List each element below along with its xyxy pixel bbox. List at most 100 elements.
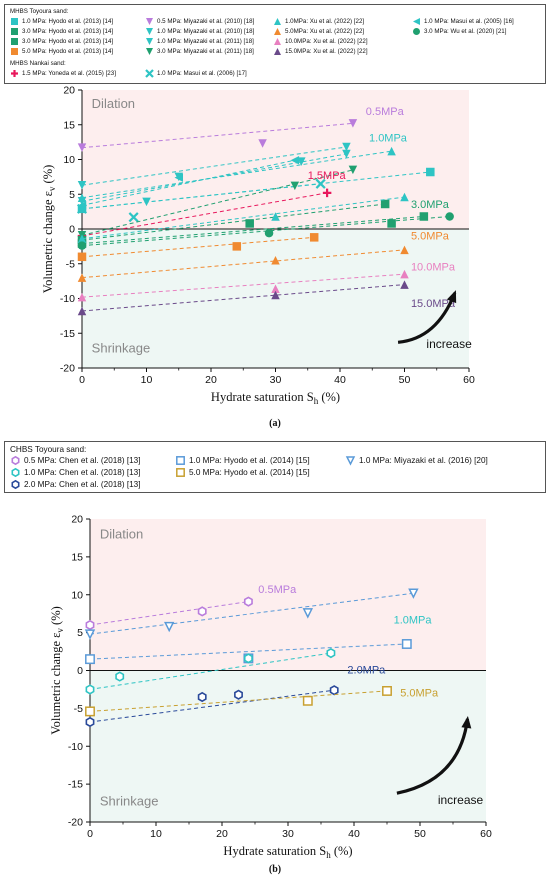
data-point — [400, 192, 409, 202]
pressure-annotation: 3.0MPa — [411, 199, 450, 211]
trend-line — [81, 196, 405, 240]
legend-a-entry: 1.0 MPa: Masui et al. (2006) [17] — [145, 69, 247, 78]
data-point — [380, 199, 390, 209]
data-point — [387, 219, 396, 228]
trend-line — [89, 592, 414, 635]
pressure-annotation: 5.0MPa — [400, 687, 439, 699]
legend-b-entry-label: 0.5 MPa: Chen et al. (2018) [13] — [24, 456, 141, 465]
increase-label: increase — [438, 793, 484, 807]
data-point — [243, 596, 253, 607]
pressure-annotation: 2.0MPa — [347, 665, 386, 677]
caption-a: (a) — [269, 418, 281, 429]
data-point — [85, 684, 95, 695]
series-8 — [77, 165, 358, 240]
data-point — [348, 165, 358, 175]
data-point — [128, 212, 139, 223]
x-tick-label: 40 — [348, 828, 360, 840]
chart-a: 0 10 20 30 40 50 60 -20 -15 -10 -5 0 5 10 15 20 Hydrate … — [41, 85, 475, 407]
data-point — [329, 685, 339, 696]
tri-down-legend-icon — [146, 48, 153, 55]
legend-a-entry: 10.0MPa: Xu et al. (2022) [22] — [273, 37, 368, 46]
legend-a-entry: 1.0MPa: Xu et al. (2022) [22] — [273, 17, 364, 26]
chart-b: 0 10 20 30 40 50 60 -20 -15 -10 -5 0 5 10 15 20 Hydrate … — [49, 514, 492, 861]
y-axis-title: Volumetric change εv (%) — [41, 165, 57, 294]
data-point — [315, 178, 326, 189]
y-tick-label: 5 — [77, 627, 83, 639]
data-point — [264, 228, 274, 238]
data-point — [426, 167, 435, 177]
square-legend-icon — [11, 18, 18, 25]
series-5 — [85, 686, 392, 717]
data-point — [77, 234, 87, 243]
square-legend-icon — [11, 38, 18, 45]
legend-b-entry-label: 1.0 MPa: Chen et al. (2018) [13] — [24, 468, 141, 477]
legend-a-entry-label: 1.5 MPa: Yoneda et al. (2015) [23] — [22, 70, 116, 77]
x-tick-label: 40 — [334, 374, 346, 386]
data-point — [419, 212, 429, 221]
data-point — [77, 273, 87, 282]
increase-label: increase — [426, 337, 472, 351]
legend-b-entry: 1.0 MPa: Miyazaki et al. (2016) [20] — [345, 455, 488, 466]
series-0 — [77, 119, 358, 152]
shrinkage-label: Shrinkage — [100, 793, 159, 808]
legend-a-entry: 1.0 MPa: Miyazaki et al. (2010) [18] — [145, 27, 254, 36]
data-point — [234, 689, 243, 700]
legend-a-entry-label: 3.0 MPa: Miyazaki et al. (2011) [18] — [157, 48, 254, 55]
legend-a-entry: 3.0 MPa: Hyodo et al. (2013) [14] — [10, 27, 113, 36]
trend-line — [81, 122, 353, 149]
data-point — [302, 695, 313, 706]
data-point — [408, 588, 419, 599]
legend-a-entry-label: 1.0 MPa: Hyodo et al. (2013) [14] — [22, 18, 114, 25]
legend-b-entry-label: 2.0 MPa: Chen et al. (2018) [13] — [24, 480, 141, 489]
trend-line — [89, 643, 407, 660]
legend-b-entry-label: 1.0 MPa: Hyodo et al. (2014) [15] — [189, 456, 310, 465]
tri-up-legend-icon — [274, 38, 281, 45]
legend-a-entry-label: 3.0 MPa: Hyodo et al. (2013) [14] — [22, 38, 114, 45]
pressure-annotation: 1.0MPa — [369, 132, 408, 144]
series-4 — [85, 685, 339, 728]
trend-line — [81, 284, 405, 312]
legend-a-entry-label: 15.0MPa: Xu et al. (2022) [22] — [285, 48, 368, 55]
legend-a-entry: 3.0 MPa: Miyazaki et al. (2011) [18] — [145, 47, 254, 56]
x-tick-label: 30 — [270, 374, 282, 386]
legend-a: MHBS Toyoura sand: 1.0 MPa: Hyodo et al.… — [4, 4, 546, 84]
pressure-annotation: 0.5MPa — [366, 106, 405, 118]
y-tick-label: -20 — [68, 817, 83, 829]
data-point — [387, 146, 396, 156]
y-tick-label: 5 — [69, 189, 75, 201]
trend-line — [89, 689, 335, 723]
square-open-legend-icon — [176, 456, 185, 465]
hexagon-legend-icon — [11, 479, 20, 490]
y-tick-label: 10 — [71, 589, 83, 601]
legend-a-group2-title: MHBS Nankai sand: — [10, 60, 66, 67]
legend-b-entry: 1.0 MPa: Chen et al. (2018) [13] — [10, 467, 141, 478]
caption-b: (b) — [268, 864, 282, 875]
legend-a-entry: 5.0MPa: Xu et al. (2022) [22] — [273, 27, 364, 36]
legend-a-entry: 1.0 MPa: Hyodo et al. (2013) [14] — [10, 17, 113, 26]
dilation-region — [90, 519, 486, 671]
series-13 — [77, 233, 319, 262]
data-point — [115, 671, 125, 682]
data-point — [232, 242, 242, 251]
shrinkage-label: Shrinkage — [92, 341, 151, 356]
x-tick-label: 20 — [216, 828, 228, 840]
tri-left-legend-icon — [413, 18, 420, 25]
pressure-annotation: 10.0MPa — [411, 262, 456, 274]
dilation-label: Dilation — [100, 527, 143, 542]
data-point — [76, 203, 88, 214]
tri-up-legend-icon — [274, 48, 281, 55]
x-tick-label: 50 — [399, 374, 411, 386]
data-point — [197, 691, 207, 703]
x-tick-label: 50 — [414, 828, 426, 840]
data-point — [271, 290, 280, 300]
y-tick-label: 10 — [63, 154, 75, 166]
square-open-legend-icon — [176, 468, 185, 477]
legend-a-entry: 1.0 MPa: Miyazaki et al. (2011) [18] — [145, 37, 254, 46]
data-point — [302, 608, 314, 619]
y-tick-label: -10 — [60, 293, 75, 305]
tri-up-legend-icon — [274, 28, 281, 35]
tri-up-legend-icon — [274, 18, 281, 25]
legend-a-entry-label: 3.0 MPa: Hyodo et al. (2013) [14] — [22, 28, 114, 35]
data-point — [85, 619, 95, 631]
series-15 — [77, 269, 409, 302]
